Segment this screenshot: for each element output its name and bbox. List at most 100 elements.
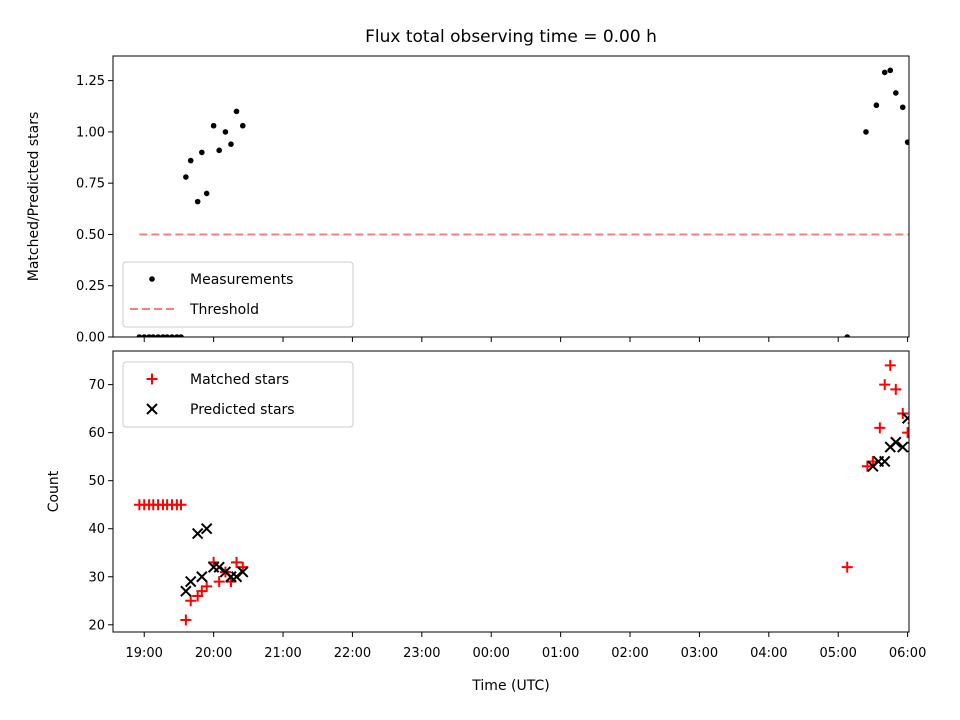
measurement-point <box>155 334 161 337</box>
measurement-point <box>210 122 217 129</box>
y-tick-label: 40 <box>88 522 105 537</box>
y-tick-label: 20 <box>88 618 105 633</box>
matched-stars-point <box>890 383 902 395</box>
x-tick-label: 23:00 <box>403 646 440 661</box>
legend-matched-swatch <box>146 373 158 385</box>
measurement-point <box>141 334 148 337</box>
legend-measurements-swatch <box>149 276 155 282</box>
measurement-point <box>844 334 851 337</box>
count-panel: 20 30 40 50 60 70 19:00 20:00 21:00 22:00 23:00 00:… <box>88 350 926 661</box>
matched-stars-point <box>861 460 873 472</box>
matched-stars-point <box>902 427 909 439</box>
y-tick-label: 1.25 <box>76 74 105 89</box>
predicted-stars-point <box>901 412 909 424</box>
y-tick-label: 70 <box>88 378 105 393</box>
predicted-stars-point <box>191 527 204 540</box>
matched-stars-point <box>175 499 187 511</box>
measurement-point <box>160 334 166 337</box>
x-tick-label: 20:00 <box>195 646 232 661</box>
measurement-point <box>233 108 240 115</box>
measurement-point <box>146 334 152 337</box>
y-tick-label: 1.00 <box>76 125 105 140</box>
matched-stars-point <box>196 585 208 597</box>
matched-stars-point <box>213 576 225 588</box>
legend-label: Threshold <box>189 302 259 318</box>
measurement-point <box>183 174 189 180</box>
y-tick-label: 0.00 <box>76 331 105 346</box>
predicted-stars-point <box>213 561 225 573</box>
measurement-point <box>216 147 222 154</box>
measurement-point <box>174 334 180 337</box>
measurement-point <box>222 129 229 135</box>
predicted-stars-point <box>180 585 192 597</box>
y-axis-label-count: Count <box>46 470 62 512</box>
legend-label: Measurements <box>190 272 293 288</box>
measurement-point <box>199 149 205 156</box>
measurement-point <box>228 141 234 147</box>
predicted-stars-point <box>890 436 902 448</box>
measurement-point <box>873 102 880 109</box>
predicted-stars-point <box>185 575 197 588</box>
chart-title: Flux total observing time = 0.00 h <box>365 27 657 47</box>
legend-box <box>122 261 354 328</box>
measurement-point <box>893 90 899 96</box>
y-tick-label: 50 <box>88 474 105 489</box>
measurement-point <box>899 104 906 111</box>
legend-label: Predicted stars <box>190 402 295 418</box>
measurement-point <box>164 334 170 337</box>
measurement-point <box>169 334 175 337</box>
measurement-point <box>904 139 909 145</box>
predicted-stars-point <box>196 571 208 583</box>
x-axis-label: Time (UTC) <box>471 678 549 694</box>
measurement-point <box>187 157 194 164</box>
matched-stars-point <box>201 580 213 592</box>
data-layer <box>136 67 909 337</box>
legend-label: Matched stars <box>190 372 289 388</box>
predicted-stars-point <box>200 523 213 535</box>
measurement-point <box>887 67 894 74</box>
x-tick-label: 00:00 <box>472 646 509 661</box>
x-tick-label: 21:00 <box>264 646 301 661</box>
measurement-point <box>863 129 869 135</box>
x-tick-label: 19:00 <box>125 646 162 661</box>
x-tick-label: 04:00 <box>750 646 787 661</box>
measurement-point <box>150 334 157 337</box>
predicted-stars-point <box>879 455 891 468</box>
y-axis-label-ratio: Matched/Predicted stars <box>26 112 42 282</box>
y-tick-label: 0.75 <box>76 177 105 192</box>
matched-stars-point <box>185 595 197 607</box>
y-tick-label: 30 <box>88 570 105 585</box>
measurement-point <box>136 334 143 337</box>
measurement-point <box>881 69 888 76</box>
axes-frame <box>112 350 910 633</box>
predicted-stars-point <box>897 441 909 453</box>
y-tick-label: 0.25 <box>76 279 105 294</box>
measurement-point <box>239 122 246 129</box>
matched-stars-point <box>841 561 853 573</box>
predicted-stars-point <box>230 571 243 583</box>
legend-box <box>122 361 354 428</box>
measurement-point <box>194 198 201 205</box>
matched-stars-point <box>231 556 243 568</box>
x-tick-label: 22:00 <box>334 646 371 661</box>
x-tick-label: 03:00 <box>681 646 718 661</box>
measurement-point <box>203 190 210 197</box>
x-tick-label: 01:00 <box>542 646 579 661</box>
legend: Matched stars Predicted stars <box>122 361 354 428</box>
x-tick-label: 06:00 <box>889 646 926 661</box>
predicted-stars-point <box>237 566 249 578</box>
matched-stars-point <box>180 614 192 626</box>
data-layer <box>133 359 909 626</box>
matched-stars-point <box>874 422 886 434</box>
legend-predicted-swatch <box>146 403 158 415</box>
matched-stars-point <box>884 359 896 371</box>
matched-stars-point <box>879 379 891 391</box>
axes-frame <box>112 55 910 338</box>
x-tick-label: 02:00 <box>611 646 648 661</box>
legend: Measurements Threshold <box>122 261 354 328</box>
measurement-point <box>178 334 184 337</box>
y-tick-label: 0.50 <box>76 228 105 243</box>
ratio-panel: 0.00 0.25 0.50 0.75 1.00 1.25 Measurements Thre… <box>76 55 910 346</box>
